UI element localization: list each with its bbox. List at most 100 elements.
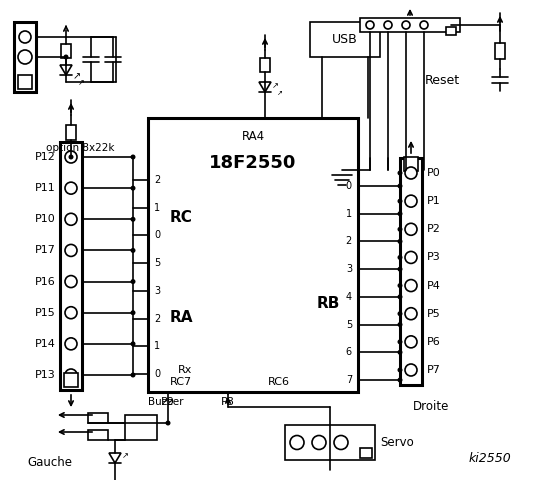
Text: 1: 1	[154, 341, 160, 351]
Circle shape	[402, 21, 410, 29]
Circle shape	[398, 227, 403, 232]
Circle shape	[405, 336, 417, 348]
Circle shape	[64, 55, 69, 60]
Text: P12: P12	[35, 152, 56, 162]
Text: 0: 0	[154, 369, 160, 379]
Bar	[88, 430, 108, 440]
Circle shape	[65, 338, 77, 350]
Text: 5: 5	[154, 258, 160, 268]
Text: ↗: ↗	[277, 90, 283, 96]
Text: 18F2550: 18F2550	[210, 154, 297, 172]
Text: Buzzer: Buzzer	[148, 397, 184, 407]
Circle shape	[398, 283, 403, 288]
Circle shape	[398, 267, 403, 272]
Text: P11: P11	[35, 183, 56, 193]
Circle shape	[398, 339, 403, 344]
Circle shape	[398, 255, 403, 260]
Text: 4: 4	[346, 292, 352, 302]
Text: ↗: ↗	[78, 78, 85, 87]
Bar	[61, 44, 71, 58]
Circle shape	[65, 151, 77, 163]
Text: ↗: ↗	[272, 81, 279, 90]
Circle shape	[131, 186, 135, 191]
Text: 0: 0	[346, 181, 352, 191]
Text: Gauche: Gauche	[28, 456, 72, 468]
Bar	[310, 22, 380, 57]
Circle shape	[384, 21, 392, 29]
Circle shape	[65, 307, 77, 319]
Text: option 8x22k: option 8x22k	[46, 143, 114, 153]
Circle shape	[312, 435, 326, 449]
Circle shape	[398, 322, 403, 327]
Text: P2: P2	[427, 224, 441, 234]
Polygon shape	[259, 82, 271, 92]
Text: 1: 1	[154, 203, 160, 213]
Circle shape	[398, 183, 403, 189]
Text: 0: 0	[154, 230, 160, 240]
Bar	[404, 157, 418, 171]
Text: 2: 2	[154, 175, 160, 185]
Bar	[148, 118, 358, 392]
Circle shape	[398, 239, 403, 244]
Bar	[260, 58, 270, 72]
Bar	[495, 43, 505, 59]
Text: 2: 2	[346, 237, 352, 246]
Text: P6: P6	[427, 337, 441, 347]
Circle shape	[131, 341, 135, 347]
Circle shape	[131, 248, 135, 253]
Text: Servo: Servo	[380, 436, 414, 449]
Circle shape	[398, 311, 403, 316]
Text: Droite: Droite	[413, 400, 449, 413]
Circle shape	[165, 420, 170, 425]
Circle shape	[405, 167, 417, 179]
Bar	[88, 413, 108, 423]
Circle shape	[405, 279, 417, 291]
Bar	[64, 373, 78, 387]
Bar	[400, 158, 422, 385]
Text: RA: RA	[170, 311, 194, 325]
Circle shape	[65, 213, 77, 225]
Text: P5: P5	[427, 309, 441, 319]
Text: USB: USB	[332, 33, 358, 46]
Bar	[66, 125, 76, 140]
Circle shape	[405, 252, 417, 264]
Circle shape	[398, 199, 403, 204]
Text: P8: P8	[221, 397, 235, 407]
Text: RC7: RC7	[170, 377, 192, 387]
Bar	[18, 75, 32, 89]
Text: P15: P15	[35, 308, 56, 318]
Circle shape	[131, 217, 135, 222]
Text: P0: P0	[427, 168, 441, 178]
Text: 2: 2	[154, 313, 160, 324]
Text: ↗: ↗	[122, 451, 129, 460]
Circle shape	[131, 372, 135, 377]
Text: P10: P10	[35, 214, 56, 224]
Text: RB: RB	[317, 296, 340, 311]
Bar	[60, 142, 82, 390]
Circle shape	[69, 155, 74, 159]
Circle shape	[18, 50, 32, 64]
Text: P13: P13	[35, 370, 56, 380]
Text: P9: P9	[161, 397, 175, 407]
Text: 3: 3	[154, 286, 160, 296]
Circle shape	[65, 244, 77, 256]
Bar	[125, 415, 157, 440]
Circle shape	[19, 31, 31, 43]
Polygon shape	[60, 65, 72, 75]
Text: P3: P3	[427, 252, 441, 263]
Text: 1: 1	[346, 209, 352, 219]
Text: P16: P16	[35, 276, 56, 287]
Text: P17: P17	[35, 245, 56, 255]
Text: RC: RC	[170, 211, 193, 226]
Circle shape	[290, 435, 304, 449]
Bar	[446, 27, 456, 35]
Text: P14: P14	[35, 339, 56, 349]
Text: ki2550: ki2550	[468, 452, 512, 465]
Circle shape	[405, 364, 417, 376]
Circle shape	[398, 170, 403, 176]
Text: P7: P7	[427, 365, 441, 375]
Bar	[14, 22, 36, 92]
Bar	[360, 18, 460, 32]
Circle shape	[65, 276, 77, 288]
Bar	[285, 425, 375, 460]
